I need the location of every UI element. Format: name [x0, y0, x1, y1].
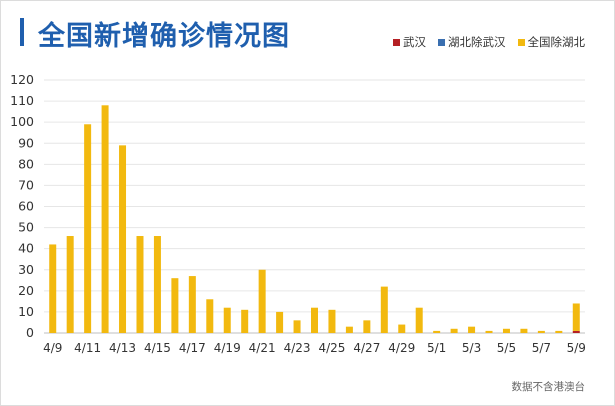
- bar-national-ex-hubei: [555, 330, 563, 333]
- bar-national-ex-hubei: [502, 328, 510, 333]
- y-tick-label: 10: [18, 304, 34, 319]
- bar-national-ex-hubei: [188, 276, 196, 333]
- x-tick-label: 4/21: [249, 341, 276, 355]
- x-tick-label: 4/15: [144, 341, 171, 355]
- x-tick-label: 4/19: [214, 341, 241, 355]
- bar-national-ex-hubei: [363, 320, 371, 333]
- x-tick-label: 5/5: [497, 341, 516, 355]
- bar-national-ex-hubei: [398, 324, 406, 333]
- x-tick-label: 4/17: [179, 341, 206, 355]
- x-tick-label: 4/25: [318, 341, 345, 355]
- x-tick-label: 4/13: [109, 341, 136, 355]
- bar-national-ex-hubei: [258, 269, 266, 333]
- bar-national-ex-hubei: [241, 309, 249, 333]
- bar-national-ex-hubei: [468, 326, 476, 333]
- bar-national-ex-hubei: [520, 328, 528, 333]
- bar-national-ex-hubei: [380, 286, 388, 333]
- y-tick-label: 40: [18, 241, 34, 256]
- y-tick-label: 120: [10, 72, 34, 87]
- bar-national-ex-hubei: [84, 124, 92, 334]
- x-tick-label: 5/1: [427, 341, 446, 355]
- y-tick-label: 110: [10, 93, 34, 108]
- x-tick-label: 4/29: [388, 341, 415, 355]
- bar-national-ex-hubei: [537, 330, 545, 333]
- x-tick-label: 4/11: [74, 341, 101, 355]
- legend-label-wuhan: 武汉: [403, 35, 426, 49]
- bar-national-ex-hubei: [49, 244, 57, 333]
- legend-item-national-ex-hubei: 全国除湖北: [517, 34, 586, 50]
- legend-swatch-national-ex-hubei: [517, 38, 525, 46]
- y-tick-label: 60: [18, 199, 34, 214]
- bar-national-ex-hubei: [293, 320, 301, 333]
- footnote: 数据不含港澳台: [511, 381, 586, 393]
- bar-national-ex-hubei: [171, 278, 179, 333]
- bar-national-ex-hubei: [276, 311, 284, 333]
- x-tick-label: 5/3: [462, 341, 481, 355]
- x-tick-label: 5/7: [532, 341, 551, 355]
- y-tick-label: 100: [10, 114, 34, 129]
- bar-national-ex-hubei: [433, 330, 441, 333]
- bar-national-ex-hubei: [101, 105, 109, 333]
- bar-national-ex-hubei: [153, 236, 161, 333]
- title-accent-bar: [20, 18, 24, 46]
- y-tick-label: 20: [18, 283, 34, 298]
- legend-label-national-ex-hubei: 全国除湖北: [527, 35, 586, 49]
- bar-national-ex-hubei: [311, 307, 318, 333]
- bar-national-ex-hubei: [223, 307, 231, 333]
- legend-item-wuhan: 武汉: [393, 34, 426, 50]
- y-tick-label: 30: [18, 262, 34, 277]
- bar-national-ex-hubei: [136, 236, 144, 333]
- bar-national-ex-hubei: [345, 326, 353, 333]
- x-tick-label: 5/9: [567, 341, 586, 355]
- bar-national-ex-hubei: [485, 330, 493, 333]
- bar-national-ex-hubei: [328, 309, 336, 333]
- y-tick-label: 0: [26, 325, 34, 340]
- chart-title: 全国新增确诊情况图: [38, 21, 290, 52]
- bar-national-ex-hubei: [450, 328, 458, 333]
- y-tick-label: 80: [18, 156, 34, 171]
- bar-national-ex-hubei: [66, 236, 74, 333]
- x-tick-label: 4/9: [43, 341, 62, 355]
- bar-wuhan: [572, 330, 580, 333]
- y-tick-label: 90: [18, 135, 34, 150]
- legend-item-hubei-ex-wuhan: 湖北除武汉: [438, 34, 506, 50]
- chart-legend: 武汉 湖北除武汉 全国除湖北: [393, 34, 585, 50]
- x-tick-label: 4/27: [353, 341, 380, 355]
- bar-national-ex-hubei: [206, 299, 214, 333]
- legend-label-hubei-ex-wuhan: 湖北除武汉: [448, 35, 506, 49]
- bar-national-ex-hubei: [415, 307, 423, 333]
- bar-national-ex-hubei: [119, 145, 127, 333]
- bar-national-ex-hubei: [572, 303, 580, 331]
- y-tick-label: 50: [18, 220, 34, 235]
- legend-swatch-wuhan: [393, 38, 400, 46]
- y-tick-label: 70: [18, 177, 34, 192]
- x-tick-label: 4/23: [284, 341, 311, 355]
- legend-swatch-hubei-ex-wuhan: [438, 38, 445, 46]
